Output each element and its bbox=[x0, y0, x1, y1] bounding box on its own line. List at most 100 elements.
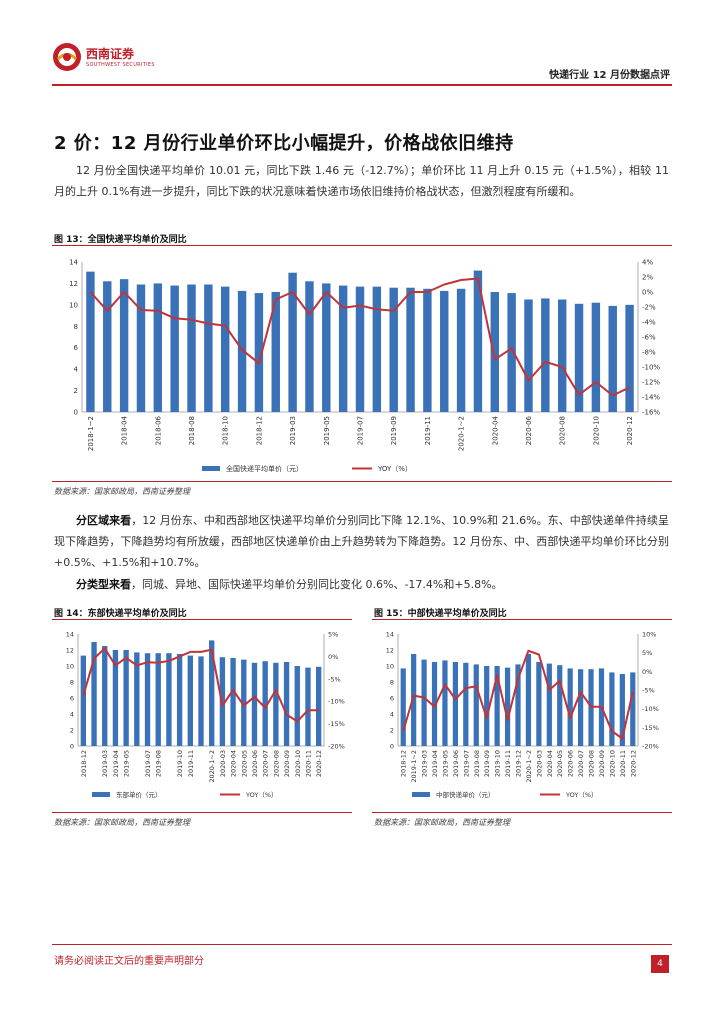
x-tick-label: 2018-1~2 bbox=[87, 416, 95, 451]
bar bbox=[294, 666, 300, 746]
y-tick-right: -20% bbox=[328, 743, 345, 751]
y-tick-left: 8 bbox=[70, 679, 74, 687]
x-tick-label: 2020-07 bbox=[262, 750, 270, 777]
y-tick-right: 4% bbox=[642, 259, 653, 267]
bar bbox=[170, 285, 179, 412]
y-tick-left: 4 bbox=[70, 711, 74, 719]
x-tick-label: 2019-05 bbox=[323, 416, 331, 445]
report-title: 快递行业 12 月份数据点评 bbox=[549, 70, 670, 81]
legend-bar-swatch bbox=[412, 792, 430, 797]
bar bbox=[490, 292, 499, 412]
x-tick-label: 2020-10 bbox=[294, 750, 302, 777]
figure-15-title: 图 15：中部快递平均单价及同比 bbox=[374, 609, 507, 619]
bar bbox=[322, 283, 331, 412]
x-tick-label: 2020-09 bbox=[598, 750, 606, 777]
x-tick-label: 2019-05 bbox=[441, 750, 449, 777]
bar bbox=[411, 654, 417, 746]
x-tick-label: 2018-06 bbox=[154, 415, 162, 445]
x-tick-label: 2019-12 bbox=[515, 750, 523, 777]
x-tick-label: 2019-07 bbox=[357, 416, 365, 445]
y-tick-right: -2% bbox=[642, 304, 656, 312]
bar bbox=[591, 302, 601, 412]
bar bbox=[209, 640, 215, 746]
bar bbox=[567, 668, 573, 746]
x-tick-label: 2019-11 bbox=[187, 750, 195, 777]
bar bbox=[456, 288, 466, 412]
y-tick-right: -15% bbox=[328, 720, 345, 728]
x-tick-label: 2020-03 bbox=[535, 750, 543, 777]
x-tick-label: 2019-08 bbox=[473, 750, 481, 777]
bar bbox=[524, 299, 533, 412]
y-tick-right: 2% bbox=[642, 274, 653, 282]
page-number: 4 bbox=[651, 955, 669, 973]
x-tick-label: 2020-11 bbox=[304, 750, 312, 777]
footer-disclaimer: 请务必阅读正文后的重要声明部分 bbox=[54, 956, 204, 967]
y-tick-left: 12 bbox=[66, 647, 74, 655]
bar bbox=[91, 642, 97, 746]
y-tick-left: 0 bbox=[74, 409, 78, 417]
y-tick-left: 8 bbox=[390, 679, 394, 687]
bar bbox=[484, 666, 490, 746]
bar bbox=[389, 287, 398, 412]
y-tick-left: 14 bbox=[69, 259, 78, 267]
x-tick-label: 2020-03 bbox=[219, 750, 227, 777]
bar bbox=[507, 293, 516, 412]
y-tick-left: 14 bbox=[386, 631, 394, 639]
bar bbox=[153, 283, 163, 412]
y-tick-right: -5% bbox=[642, 687, 655, 695]
y-tick-right: -10% bbox=[328, 698, 345, 706]
bar bbox=[198, 656, 204, 746]
bar bbox=[504, 667, 511, 746]
legend-line-label: YOY（%） bbox=[377, 465, 412, 473]
bar bbox=[283, 662, 290, 746]
figure-14-bottom-rule bbox=[52, 812, 352, 813]
x-tick-label: 2020-06 bbox=[567, 750, 575, 777]
x-tick-label: 2020-04 bbox=[230, 750, 238, 777]
y-tick-right: 0% bbox=[328, 653, 338, 661]
x-tick-label: 2020-05 bbox=[556, 750, 564, 777]
x-tick-label: 2020-06 bbox=[251, 750, 259, 777]
x-tick-label: 2018-12 bbox=[80, 750, 88, 777]
y-tick-right: -14% bbox=[642, 394, 660, 402]
x-tick-label: 2019-09 bbox=[483, 750, 491, 777]
figure-14-source: 数据来源：国家邮政局，西南证券整理 bbox=[54, 818, 190, 827]
bar bbox=[230, 658, 236, 746]
y-tick-right: -5% bbox=[328, 675, 341, 683]
bar bbox=[305, 281, 314, 412]
bar bbox=[473, 664, 479, 746]
x-tick-label: 2019-10 bbox=[494, 750, 502, 777]
y-tick-left: 10 bbox=[69, 301, 78, 309]
bar bbox=[442, 660, 448, 746]
bar bbox=[355, 286, 365, 412]
bar bbox=[262, 661, 268, 746]
bar bbox=[254, 293, 264, 412]
y-tick-right: -10% bbox=[642, 364, 660, 372]
x-tick-label: 2020-10 bbox=[592, 416, 600, 445]
yoy-line bbox=[402, 649, 634, 740]
x-tick-label: 2020-10 bbox=[608, 750, 616, 777]
x-tick-label: 2019-08 bbox=[155, 750, 163, 777]
bar bbox=[630, 672, 636, 746]
y-tick-left: 2 bbox=[390, 727, 394, 735]
region-heading: 分区域来看 bbox=[76, 514, 132, 527]
y-tick-right: -15% bbox=[642, 724, 659, 732]
x-tick-label: 2020-11 bbox=[619, 750, 627, 777]
bar bbox=[431, 662, 438, 746]
bar bbox=[338, 285, 348, 412]
x-tick-label: 2019-11 bbox=[504, 750, 512, 777]
bar bbox=[557, 299, 567, 412]
bar bbox=[144, 653, 151, 746]
figure-13-chart: 0 2 4 6 8 10 12 14 4% 2% 0% -2% -4% -6% -8% -10% -12% -14… bbox=[69, 259, 660, 474]
y-tick-right: 5% bbox=[328, 631, 338, 639]
bar bbox=[406, 287, 415, 412]
y-tick-left: 10 bbox=[386, 663, 394, 671]
x-tick-label: 2020-08 bbox=[272, 750, 280, 777]
bar bbox=[557, 665, 563, 746]
x-tick-label: 2019-06 bbox=[452, 750, 460, 777]
y-tick-right: -8% bbox=[642, 349, 656, 357]
bar bbox=[80, 655, 87, 746]
bar bbox=[204, 284, 213, 412]
figure-14-title-rule bbox=[52, 619, 352, 620]
y-tick-left: 0 bbox=[390, 743, 394, 751]
yoy-line bbox=[89, 277, 631, 397]
